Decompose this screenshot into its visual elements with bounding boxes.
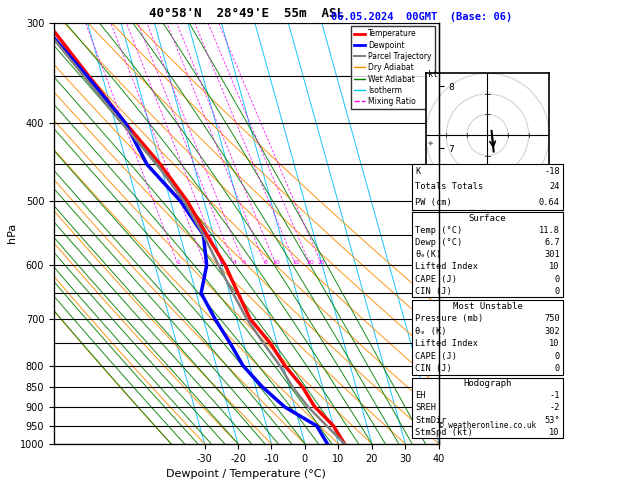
Text: Temp (°C): Temp (°C)	[415, 226, 462, 235]
Text: Surface: Surface	[469, 214, 506, 223]
Text: 3: 3	[220, 260, 224, 265]
Text: Lifted Index: Lifted Index	[415, 339, 478, 348]
Text: 750: 750	[544, 314, 560, 323]
Text: © weatheronline.co.uk: © weatheronline.co.uk	[439, 421, 536, 430]
Text: 06.05.2024  00GMT  (Base: 06): 06.05.2024 00GMT (Base: 06)	[331, 12, 512, 22]
X-axis label: Dewpoint / Temperature (°C): Dewpoint / Temperature (°C)	[167, 469, 326, 479]
Text: 4: 4	[232, 260, 237, 265]
Text: CAPE (J): CAPE (J)	[415, 352, 457, 361]
Text: 10: 10	[549, 428, 560, 437]
Text: ✦: ✦	[426, 139, 433, 147]
Text: 11.8: 11.8	[539, 226, 560, 235]
Text: θₑ (K): θₑ (K)	[415, 327, 447, 336]
Text: 0: 0	[555, 287, 560, 296]
Text: Totals Totals: Totals Totals	[415, 182, 484, 191]
Text: 2: 2	[203, 260, 207, 265]
Text: 0: 0	[555, 352, 560, 361]
Text: PW (cm): PW (cm)	[415, 198, 452, 207]
Text: StmDir: StmDir	[415, 416, 447, 425]
Text: 10: 10	[549, 339, 560, 348]
Text: 5: 5	[242, 260, 246, 265]
Text: -18: -18	[544, 167, 560, 176]
Text: CIN (J): CIN (J)	[415, 287, 452, 296]
Text: 0: 0	[555, 275, 560, 284]
Text: Lifted Index: Lifted Index	[415, 262, 478, 272]
Text: EH: EH	[415, 391, 426, 400]
Legend: Temperature, Dewpoint, Parcel Trajectory, Dry Adiabat, Wet Adiabat, Isotherm, Mi: Temperature, Dewpoint, Parcel Trajectory…	[351, 26, 435, 109]
Y-axis label: km
ASL: km ASL	[457, 224, 479, 242]
Title: 40°58'N  28°49'E  55m  ASL: 40°58'N 28°49'E 55m ASL	[149, 7, 344, 20]
Text: Most Unstable: Most Unstable	[452, 302, 523, 311]
Text: kt: kt	[428, 70, 438, 79]
Text: CAPE (J): CAPE (J)	[415, 275, 457, 284]
Text: Dewp (°C): Dewp (°C)	[415, 238, 462, 247]
Text: 53°: 53°	[544, 416, 560, 425]
Text: 15: 15	[292, 260, 299, 265]
Text: SREH: SREH	[415, 403, 436, 413]
Text: 1: 1	[176, 260, 180, 265]
Text: -1: -1	[549, 391, 560, 400]
Text: θₑ(K): θₑ(K)	[415, 250, 442, 260]
Text: K: K	[415, 167, 420, 176]
Text: CIN (J): CIN (J)	[415, 364, 452, 373]
Text: 25: 25	[318, 260, 326, 265]
Text: Pressure (mb): Pressure (mb)	[415, 314, 484, 323]
Text: 24: 24	[549, 182, 560, 191]
Text: Hodograph: Hodograph	[464, 379, 511, 388]
Text: LCL: LCL	[440, 421, 457, 430]
Text: 6.7: 6.7	[544, 238, 560, 247]
Text: 20: 20	[306, 260, 314, 265]
Y-axis label: hPa: hPa	[7, 223, 17, 243]
Text: 0: 0	[555, 364, 560, 373]
Text: StmSpd (kt): StmSpd (kt)	[415, 428, 473, 437]
Text: 8: 8	[264, 260, 267, 265]
Text: -2: -2	[549, 403, 560, 413]
Text: 302: 302	[544, 327, 560, 336]
Text: 10: 10	[272, 260, 280, 265]
Text: 301: 301	[544, 250, 560, 260]
Text: 10: 10	[549, 262, 560, 272]
Text: 0.64: 0.64	[539, 198, 560, 207]
